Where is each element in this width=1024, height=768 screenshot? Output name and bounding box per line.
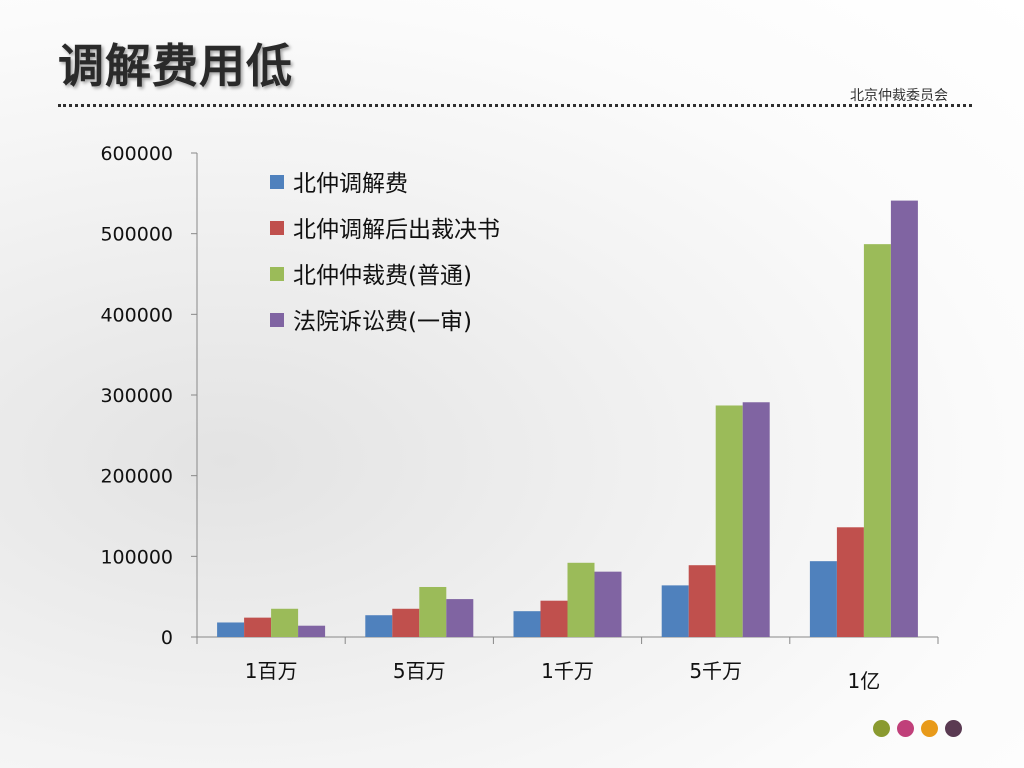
title-divider bbox=[58, 104, 972, 107]
x-category-label: 1亿 bbox=[848, 669, 881, 693]
bar bbox=[661, 585, 689, 637]
legend-swatch bbox=[270, 221, 284, 235]
bar bbox=[446, 599, 474, 637]
bar bbox=[594, 571, 622, 637]
legend-swatch bbox=[270, 175, 284, 189]
footer-dot bbox=[921, 720, 938, 737]
y-tick-label: 0 bbox=[161, 627, 173, 649]
x-category-label: 5千万 bbox=[689, 659, 742, 683]
bar bbox=[540, 600, 568, 637]
y-tick-label: 200000 bbox=[100, 466, 173, 488]
bar bbox=[809, 561, 837, 637]
bar bbox=[271, 608, 299, 637]
chart-bars bbox=[217, 200, 918, 638]
bar bbox=[890, 200, 918, 638]
chart-labels: 0 100000 200000 300000 400000 500000 600000 1百万… bbox=[100, 143, 880, 693]
bar bbox=[365, 615, 393, 637]
bar bbox=[392, 608, 420, 637]
bar bbox=[298, 625, 326, 637]
bar bbox=[567, 562, 595, 637]
bar bbox=[836, 527, 864, 637]
footer-dots bbox=[873, 720, 962, 737]
legend-label: 北仲仲裁费(普通) bbox=[293, 263, 472, 289]
footer-dot bbox=[897, 720, 914, 737]
footer-dot bbox=[945, 720, 962, 737]
x-category-label: 1百万 bbox=[245, 659, 298, 683]
y-tick-label: 400000 bbox=[100, 304, 173, 326]
legend-label: 北仲调解费 bbox=[293, 171, 408, 197]
bar bbox=[688, 565, 716, 637]
bar bbox=[419, 586, 447, 637]
y-tick-label: 300000 bbox=[100, 385, 173, 407]
bar bbox=[513, 611, 541, 637]
slide-title: 调解费用低 bbox=[58, 39, 293, 93]
legend-label: 北仲调解后出裁决书 bbox=[293, 217, 500, 243]
legend-swatch bbox=[270, 267, 284, 281]
y-tick-label: 100000 bbox=[100, 546, 173, 568]
bar bbox=[863, 244, 891, 638]
x-category-label: 1千万 bbox=[541, 659, 594, 683]
bar bbox=[742, 402, 770, 637]
bar bbox=[217, 622, 245, 637]
y-tick-label: 600000 bbox=[100, 143, 173, 165]
bar bbox=[715, 405, 743, 637]
y-tick-label: 500000 bbox=[100, 224, 173, 246]
organization-name: 北京仲裁委员会 bbox=[850, 88, 948, 104]
legend-label: 法院诉讼费(一审) bbox=[293, 309, 472, 335]
legend-swatch bbox=[270, 313, 284, 327]
footer-dot bbox=[873, 720, 890, 737]
x-category-label: 5百万 bbox=[393, 659, 446, 683]
bar bbox=[244, 617, 272, 637]
